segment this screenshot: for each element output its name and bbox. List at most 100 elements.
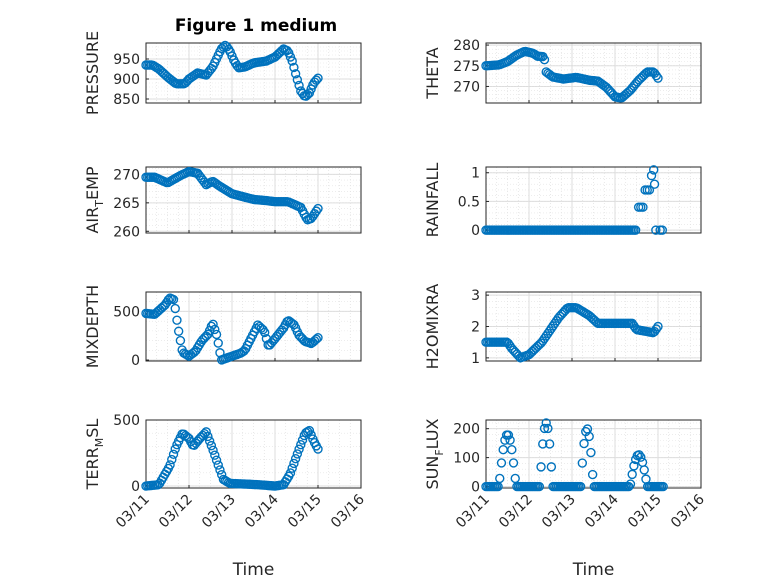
data-point — [649, 179, 660, 189]
data-point — [634, 450, 644, 460]
x-axis-label: Time — [232, 560, 275, 580]
y-axis-label: SUNFLUX — [423, 418, 446, 489]
data-point — [577, 458, 588, 468]
y-label-main: SUN — [423, 456, 442, 490]
subplot-4: 0 0.5 1 RAINFALL — [423, 163, 702, 239]
data-point — [539, 55, 550, 65]
y-tick-label: 0 — [471, 480, 480, 496]
x-tick-label: 03/12 — [496, 492, 536, 532]
data-point — [646, 170, 657, 181]
subplot-2: 270 275 280 THETA — [423, 38, 702, 104]
y-tick-label: 0 — [131, 479, 140, 495]
y-tick-label: 265 — [113, 196, 140, 212]
figure-title: Figure 1 medium — [175, 16, 337, 36]
data-point — [313, 444, 323, 454]
data-point — [290, 69, 301, 79]
axes-box — [485, 42, 702, 104]
data-point — [625, 479, 636, 489]
x-tick-label: 03/11 — [113, 492, 153, 532]
subplot-7: 0 500 TERRMSL 03/11 03/12 03/13 03/14 03/15 03/1… — [83, 413, 368, 580]
data-point — [289, 62, 299, 73]
y-tick-label: 1 — [471, 166, 480, 182]
data-point — [259, 327, 270, 338]
data-point — [546, 462, 557, 472]
data-point — [630, 225, 641, 235]
y-tick-label: 850 — [113, 92, 140, 108]
data-point — [204, 436, 215, 446]
data-point — [638, 202, 648, 212]
data-point — [201, 427, 211, 437]
data-point — [210, 450, 220, 460]
data-point — [584, 431, 594, 442]
data-point — [505, 435, 515, 445]
y-tick-label: 270 — [113, 167, 140, 183]
y-tick-label: 0 — [131, 353, 140, 369]
x-tick-label: 03/13 — [199, 492, 239, 532]
data-point — [290, 453, 301, 464]
data-point — [208, 445, 218, 455]
subplot-5: 0 500 MIXDEPTH — [83, 285, 362, 369]
x-tick-label: 03/14 — [242, 491, 282, 531]
x-axis-label: Time — [572, 560, 615, 580]
data-point — [297, 435, 308, 445]
subplot-6: 1 2 3 H2OMIXRA — [423, 284, 702, 369]
axes-box — [145, 166, 362, 234]
data-point — [653, 321, 663, 332]
data-point — [624, 481, 634, 492]
data-point — [172, 315, 182, 325]
data-point — [575, 481, 586, 492]
data-point — [651, 70, 661, 81]
data-point — [649, 165, 659, 175]
x-tick-label: 03/14 — [582, 491, 622, 531]
data-point — [292, 75, 303, 85]
y-tick-label: 0 — [471, 223, 480, 239]
data-point — [170, 444, 180, 454]
x-tick-label: 03/16 — [328, 491, 368, 531]
y-axis-label: TERRMSL — [83, 419, 106, 491]
data-point — [539, 423, 550, 434]
y-axis-label: RAINFALL — [423, 163, 442, 238]
data-point — [495, 473, 505, 484]
data-point — [306, 430, 316, 440]
data-point — [168, 294, 179, 305]
data-point — [651, 324, 661, 334]
y-tick-label: 0.5 — [458, 194, 480, 210]
data-point — [639, 465, 649, 475]
data-point — [296, 439, 306, 450]
data-point — [294, 80, 304, 91]
y-axis-label: THETA — [423, 47, 442, 99]
data-point — [215, 465, 225, 475]
y-axis-label: AIRTEMP — [83, 166, 106, 233]
data-point — [213, 460, 223, 470]
data-point — [203, 431, 213, 442]
y-tick-label: 500 — [113, 413, 140, 429]
y-tick-label: 200 — [453, 422, 480, 438]
data-point — [211, 329, 222, 340]
data-point — [294, 444, 304, 454]
x-tick-label: 03/16 — [668, 491, 708, 531]
data-point — [658, 481, 668, 492]
data-point — [285, 468, 296, 478]
data-point — [168, 449, 179, 460]
data-point — [629, 461, 639, 471]
y-tick-label: 100 — [453, 451, 480, 467]
y-tick-label: 950 — [113, 52, 140, 68]
y-label-main: THETA — [423, 47, 442, 99]
y-axis-label: MIXDEPTH — [83, 285, 102, 368]
data-point — [211, 455, 222, 465]
y-tick-label: 270 — [453, 79, 480, 95]
y-label-main: AIR — [83, 207, 102, 234]
data-point — [311, 206, 321, 216]
x-tick-label: 03/11 — [453, 492, 493, 532]
axes-box — [145, 291, 362, 362]
data-point — [651, 225, 661, 235]
axes-box — [145, 42, 362, 104]
data-point — [210, 324, 220, 335]
data-point — [218, 42, 229, 52]
y-tick-label: 260 — [113, 224, 140, 240]
data-point — [587, 469, 598, 480]
data-point — [543, 423, 553, 434]
data-point — [213, 338, 223, 348]
subplot-3: 260 265 270 AIRTEMP — [83, 166, 362, 240]
data-point — [208, 319, 218, 330]
